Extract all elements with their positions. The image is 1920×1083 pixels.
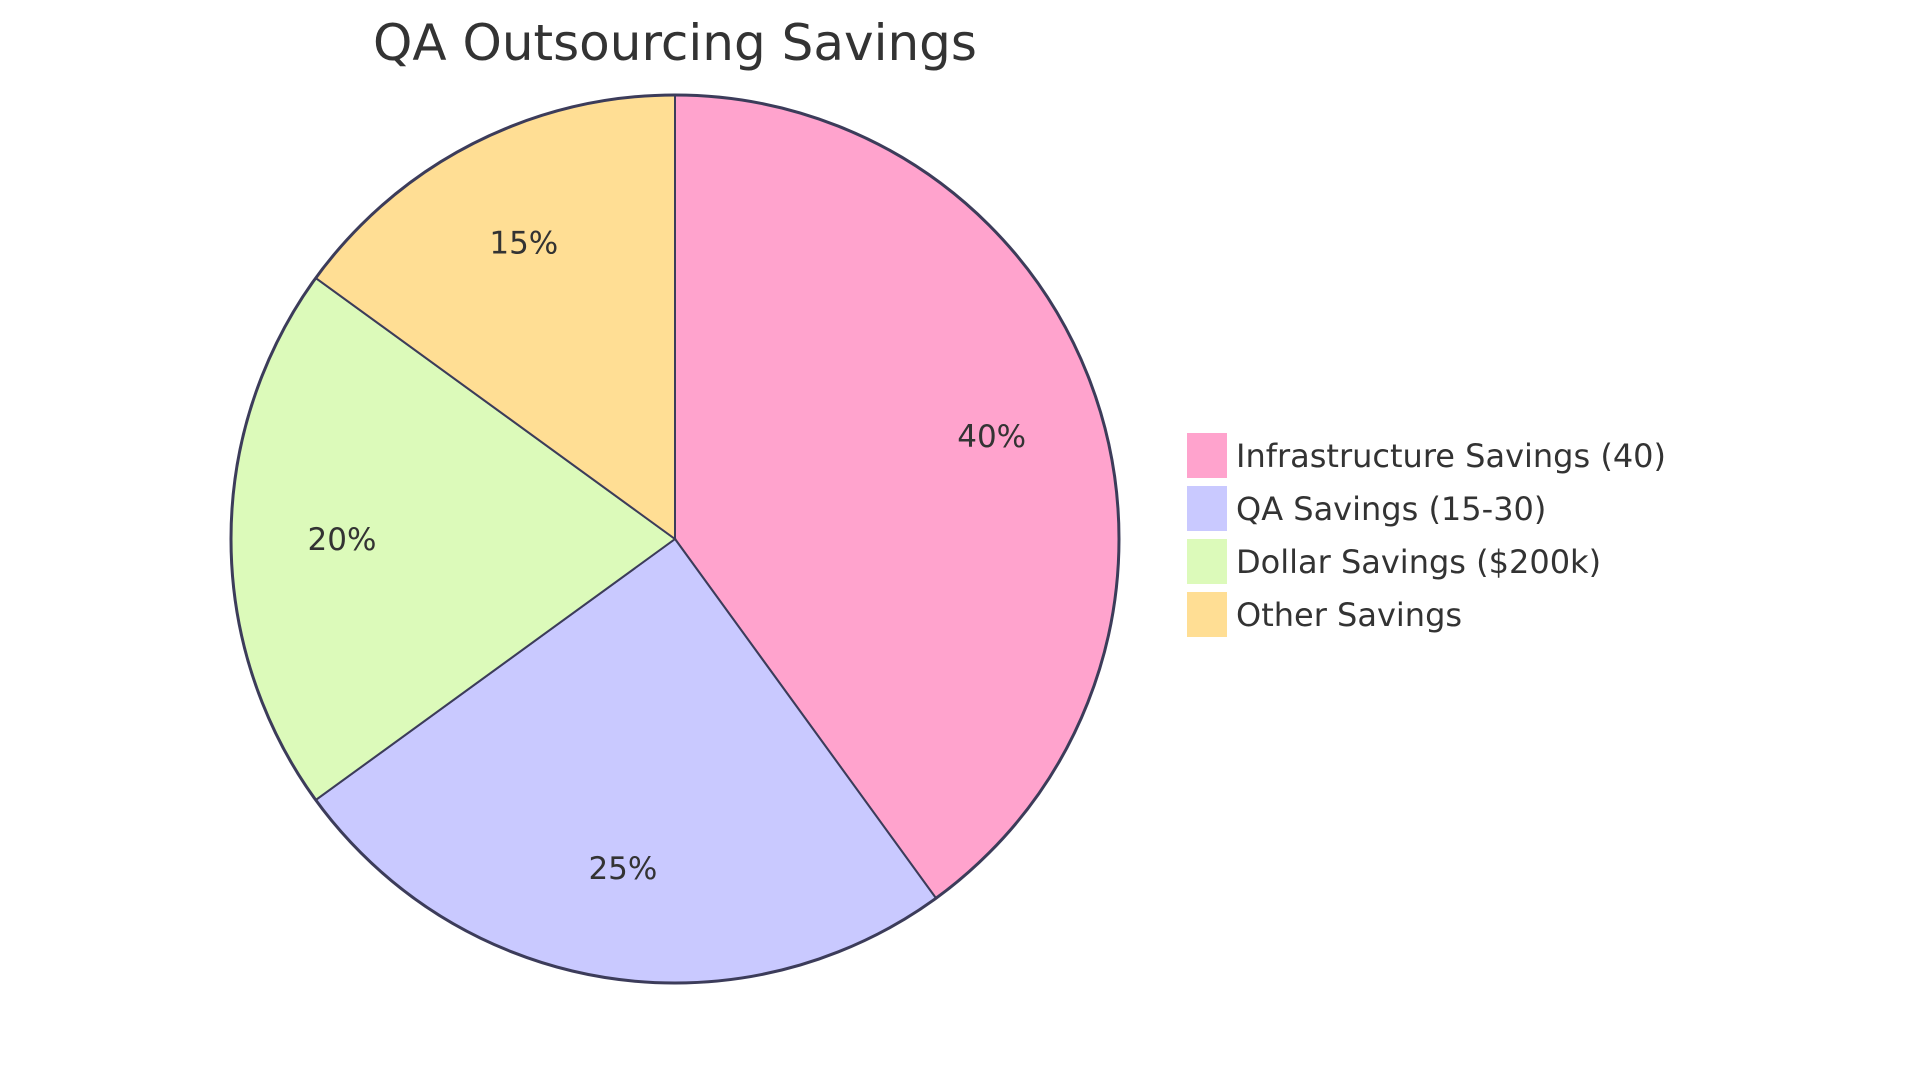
pie-slices — [229, 93, 1121, 985]
slice-label: 20% — [308, 522, 377, 558]
chart-title: QA Outsourcing Savings — [373, 14, 977, 72]
legend-label: Other Savings — [1236, 596, 1462, 634]
legend-swatch — [1187, 486, 1227, 531]
legend-swatch — [1187, 539, 1227, 584]
legend-swatch — [1187, 433, 1227, 478]
slice-label: 25% — [588, 851, 657, 887]
legend-swatch — [1187, 592, 1227, 637]
legend-label: Dollar Savings ($200k) — [1236, 543, 1601, 581]
slice-label: 40% — [957, 419, 1026, 455]
legend-label: QA Savings (15-30) — [1236, 490, 1546, 528]
legend: Infrastructure Savings (40) QA Savings (1… — [1187, 433, 1666, 637]
pie-outline — [229, 93, 1121, 985]
legend-label: Infrastructure Savings (40) — [1236, 437, 1666, 475]
slice-labels: 40% 25% 20% 15% — [308, 225, 1027, 887]
slice-label: 15% — [489, 225, 558, 261]
